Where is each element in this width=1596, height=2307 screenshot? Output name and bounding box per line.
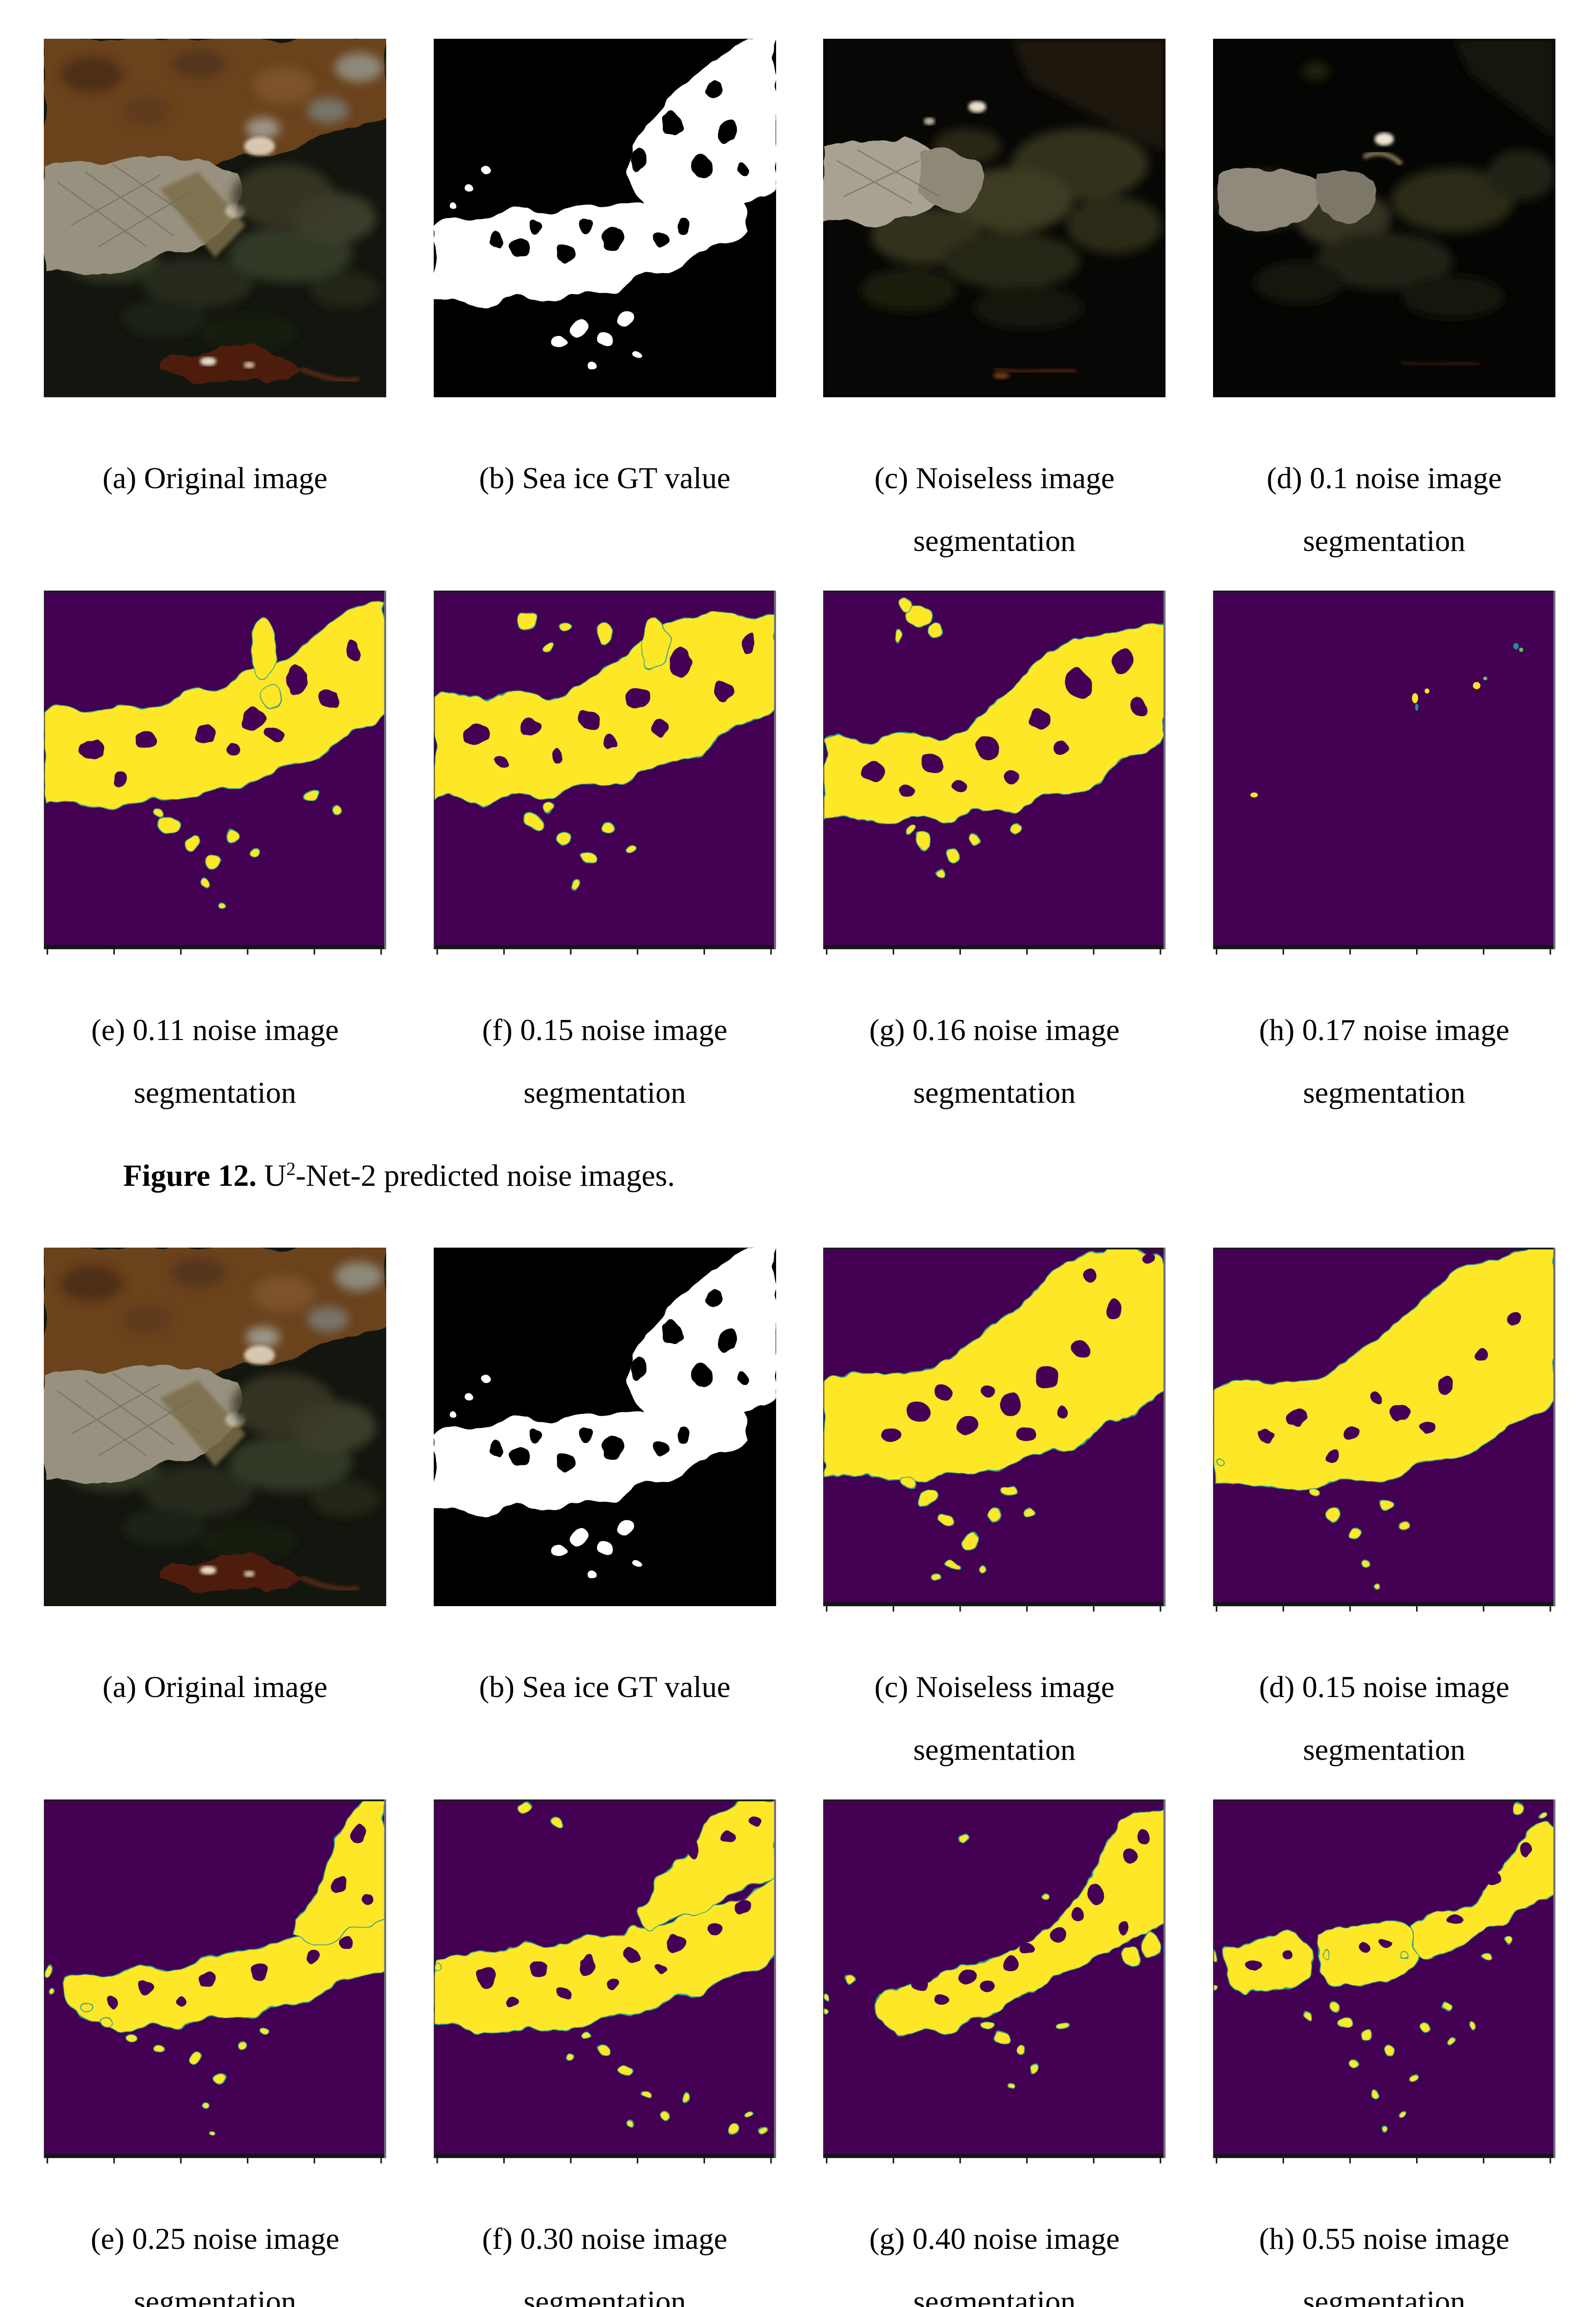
panel-13a: (a) Original image (44, 1248, 386, 1781)
figure-caption: Figure 12. U2-Net-2 predicted noise image… (123, 1157, 1555, 1195)
panel-caption: (f) 0.15 noise image segmentation (434, 999, 776, 1124)
segmentation-mask (1213, 1799, 1555, 2164)
caption-line2: segmentation (1303, 2285, 1465, 2307)
caption-line1: (g) 0.16 noise image (869, 1013, 1120, 1047)
caption-line1: (c) Noiseless image (874, 1670, 1115, 1704)
figure-13-row-1: (a) Original image (b) Sea ice GT value (44, 1248, 1555, 1781)
panel-caption: (e) 0.25 noise image segmentation (44, 2208, 386, 2307)
caption-line2: segmentation (1303, 1076, 1465, 1110)
figure-label: Figure 12. (123, 1159, 257, 1193)
figure-caption-pre: U (264, 1159, 287, 1193)
satellite-image (44, 1248, 386, 1606)
segmentation-mask (823, 591, 1166, 955)
caption-line1: (a) Original image (102, 461, 328, 495)
panel-caption: (e) 0.11 noise image segmentation (44, 999, 386, 1124)
panel-13d: (d) 0.15 noise image segmentation (1213, 1248, 1555, 1781)
panel-caption: (g) 0.40 noise image segmentation (823, 2208, 1166, 2307)
segmentation-mask (823, 1248, 1166, 1612)
caption-line2: segmentation (913, 2285, 1076, 2307)
panel-caption: (c) Noiseless image segmentation (823, 1656, 1166, 1781)
caption-line2: segmentation (1303, 1733, 1465, 1767)
figure-12-row-2: (e) 0.11 noise image segmentation (44, 591, 1555, 1124)
figure-12-row-1: (a) Original image (b) Sea ice GT value (44, 39, 1555, 573)
satellite-image (44, 39, 386, 397)
panel-13c: (c) Noiseless image segmentation (823, 1248, 1166, 1781)
panel-13h: (h) 0.55 noise image segmentation (1213, 1799, 1555, 2307)
panel-12h: (h) 0.17 noise image segmentation (1213, 591, 1555, 1124)
panel-12c: (c) Noiseless image segmentation (823, 39, 1166, 573)
caption-line1: (h) 0.17 noise image (1259, 1013, 1510, 1047)
caption-line2: segmentation (134, 2285, 296, 2307)
caption-line1: (h) 0.55 noise image (1259, 2222, 1510, 2256)
panel-13b: (b) Sea ice GT value (434, 1248, 776, 1781)
caption-line1: (f) 0.30 noise image (482, 2222, 728, 2256)
caption-line1: (c) Noiseless image (874, 461, 1115, 495)
panel-caption: (d) 0.1 noise image segmentation (1213, 447, 1555, 573)
caption-line1: (d) 0.1 noise image (1267, 461, 1502, 495)
caption-line1: (b) Sea ice GT value (479, 1670, 731, 1704)
panel-caption: (d) 0.15 noise image segmentation (1213, 1656, 1555, 1781)
panel-caption: (h) 0.55 noise image segmentation (1213, 2208, 1555, 2307)
segmentation-mask (823, 1799, 1166, 2164)
panel-13f: (f) 0.30 noise image segmentation (433, 1799, 776, 2307)
panel-12g: (g) 0.16 noise image segmentation (823, 591, 1166, 1124)
panel-caption: (f) 0.30 noise image segmentation (434, 2208, 776, 2307)
panel-13e: (e) 0.25 noise image segmentation (44, 1799, 386, 2307)
figure-caption-post: -Net-2 predicted noise images. (295, 1159, 675, 1193)
figure-13-row-2: (e) 0.25 noise image segmentation (44, 1799, 1555, 2307)
caption-line1: (g) 0.40 noise image (869, 2222, 1120, 2256)
caption-line1: (d) 0.15 noise image (1259, 1670, 1510, 1704)
caption-line1: (e) 0.25 noise image (90, 2222, 340, 2256)
segmentation-mask (433, 591, 776, 955)
caption-line2: segmentation (523, 2285, 686, 2307)
segmentation-mask (44, 591, 386, 955)
panel-caption: (a) Original image (44, 1656, 386, 1781)
panel-12e: (e) 0.11 noise image segmentation (44, 591, 386, 1124)
panel-13g: (g) 0.40 noise image segmentation (823, 1799, 1166, 2307)
caption-line2: segmentation (913, 1076, 1076, 1110)
segmentation-mask (433, 1799, 776, 2164)
segmentation-mask (1213, 1248, 1555, 1612)
segmentation-mask (1213, 591, 1555, 955)
panel-caption: (g) 0.16 noise image segmentation (823, 999, 1166, 1124)
caption-line2: segmentation (523, 1076, 686, 1110)
panel-caption: (b) Sea ice GT value (434, 447, 776, 573)
ground-truth-mask (434, 1248, 776, 1606)
caption-line1: (f) 0.15 noise image (482, 1013, 728, 1047)
figure-12: (a) Original image (b) Sea ice GT value (44, 0, 1555, 1195)
panel-caption: (a) Original image (44, 447, 386, 573)
dark-photo (823, 39, 1166, 397)
caption-line2: segmentation (1303, 524, 1465, 558)
caption-line2: segmentation (913, 524, 1076, 558)
panel-caption: (b) Sea ice GT value (434, 1656, 776, 1781)
caption-line1: (a) Original image (102, 1670, 328, 1704)
segmentation-mask (44, 1799, 386, 2164)
ground-truth-mask (434, 39, 776, 397)
panel-12d: (d) 0.1 noise image segmentation (1213, 39, 1555, 573)
caption-line1: (e) 0.11 noise image (91, 1013, 339, 1047)
figure-caption-sup: 2 (286, 1158, 296, 1179)
panel-12b: (b) Sea ice GT value (434, 39, 776, 573)
panel-12f: (f) 0.15 noise image segmentation (433, 591, 776, 1124)
panel-12a: (a) Original image (44, 39, 386, 573)
caption-line1: (b) Sea ice GT value (479, 461, 731, 495)
figure-13: (a) Original image (b) Sea ice GT value (0, 1248, 1596, 2307)
panel-caption: (h) 0.17 noise image segmentation (1213, 999, 1555, 1124)
caption-line2: segmentation (134, 1076, 296, 1110)
panel-caption: (c) Noiseless image segmentation (823, 447, 1166, 573)
dark-photo (1213, 39, 1555, 397)
caption-line2: segmentation (913, 1733, 1076, 1767)
